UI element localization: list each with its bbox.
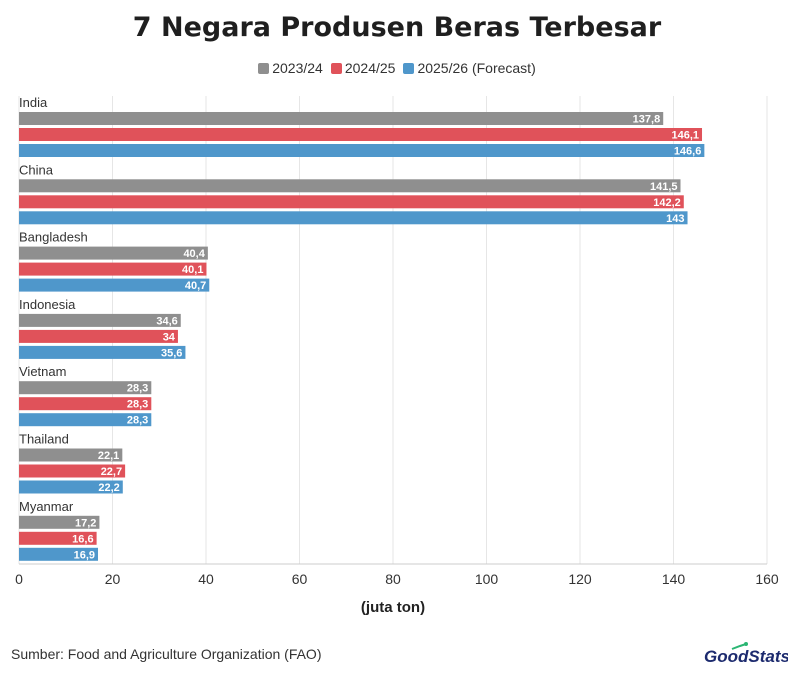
bar-myanmar-2 (19, 531, 97, 545)
data-label-bangladesh-2: 40,1 (182, 264, 203, 276)
data-label-thailand-1: 22,1 (98, 450, 119, 462)
bar-myanmar-3 (19, 547, 99, 561)
bar-india-2 (19, 128, 703, 141)
data-label-thailand-2: 22,7 (101, 466, 122, 478)
data-label-india-2: 146,1 (671, 130, 699, 142)
legend-label-2025-26: 2025/26 (Forecast) (417, 60, 536, 76)
legend-swatch-2023-24 (258, 62, 270, 74)
chart-title: 7 Negara Produsen Beras Terbesar (132, 12, 662, 43)
chart-legend: 2023/24 2024/25 2025/26 (Forecast) (0, 60, 794, 76)
legend-swatch-2025-26 (403, 62, 415, 74)
data-label-vietnam-3: 28,3 (127, 415, 148, 427)
bar-vietnam-1 (19, 381, 152, 395)
bar-indonesia-3 (19, 345, 186, 359)
bar-vietnam-2 (19, 397, 152, 411)
data-label-china-1: 141,5 (650, 181, 678, 193)
category-label-china: China (19, 162, 54, 177)
x-tick-label-160: 160 (755, 571, 779, 587)
bar-thailand-1 (19, 448, 123, 462)
legend-item-2025-26: 2025/26 (Forecast) (403, 60, 536, 76)
bar-chart: 0 20 40 60 80 100 120 140 160 (juta ton) India 137,… (15, 95, 779, 616)
data-label-indonesia-1: 34,6 (156, 315, 177, 327)
x-tick-label-40: 40 (198, 571, 214, 587)
bar-indonesia-1 (19, 313, 181, 327)
x-tick-label-0: 0 (15, 571, 23, 587)
category-label-bangladesh: Bangladesh (19, 230, 88, 245)
source-note: Sumber: Food and Agriculture Organizatio… (11, 646, 322, 662)
legend-label-2024-25: 2024/25 (344, 60, 396, 76)
data-label-myanmar-3: 16,9 (74, 549, 95, 561)
category-label-indonesia: Indonesia (19, 297, 76, 312)
x-tick-label-60: 60 (292, 571, 308, 587)
legend-label-2023-24: 2023/24 (272, 60, 323, 76)
bar-myanmar-1 (19, 515, 100, 529)
data-label-myanmar-2: 16,6 (72, 533, 93, 545)
x-tick-label-80: 80 (385, 571, 401, 587)
svg-text:GoodStats: GoodStats (704, 647, 788, 666)
legend-item-2024-25: 2024/25 (330, 60, 396, 76)
category-label-thailand: Thailand (19, 432, 69, 447)
bar-indonesia-2 (19, 329, 178, 343)
category-label-vietnam: Vietnam (19, 364, 66, 379)
category-label-india: India (19, 95, 48, 110)
data-label-thailand-3: 22,2 (98, 482, 119, 494)
bar-china-2 (19, 195, 684, 209)
data-label-india-1: 137,8 (633, 114, 661, 126)
x-tick-label-120: 120 (568, 571, 592, 587)
legend-item-2023-24: 2023/24 (258, 60, 323, 76)
x-tick-label-20: 20 (105, 571, 121, 587)
x-tick-label-100: 100 (475, 571, 499, 587)
bar-vietnam-3 (19, 413, 152, 427)
bar-india-3 (19, 144, 705, 157)
data-label-bangladesh-1: 40,4 (183, 248, 205, 260)
data-label-china-2: 142,2 (653, 197, 681, 209)
goodstats-logo: GoodStats (704, 642, 788, 666)
data-label-myanmar-1: 17,2 (75, 517, 96, 529)
bar-bangladesh-3 (19, 278, 210, 292)
data-label-bangladesh-3: 40,7 (185, 280, 206, 292)
data-label-vietnam-2: 28,3 (127, 399, 148, 411)
bar-india-1 (19, 112, 664, 125)
category-label-myanmar: Myanmar (19, 499, 74, 514)
bar-bangladesh-2 (19, 262, 207, 276)
bar-china-3 (19, 211, 688, 225)
x-axis-label: (juta ton) (361, 599, 425, 616)
data-label-indonesia-2: 34 (163, 331, 176, 343)
data-label-vietnam-1: 28,3 (127, 383, 148, 395)
bar-bangladesh-1 (19, 246, 208, 260)
data-label-india-3: 146,6 (674, 146, 702, 158)
x-tick-label-140: 140 (662, 571, 686, 587)
bar-china-1 (19, 179, 681, 193)
bar-thailand-3 (19, 480, 123, 494)
data-label-china-3: 143 (666, 213, 684, 225)
bar-thailand-2 (19, 464, 126, 478)
legend-swatch-2024-25 (330, 62, 342, 74)
data-label-indonesia-3: 35,6 (161, 347, 182, 359)
